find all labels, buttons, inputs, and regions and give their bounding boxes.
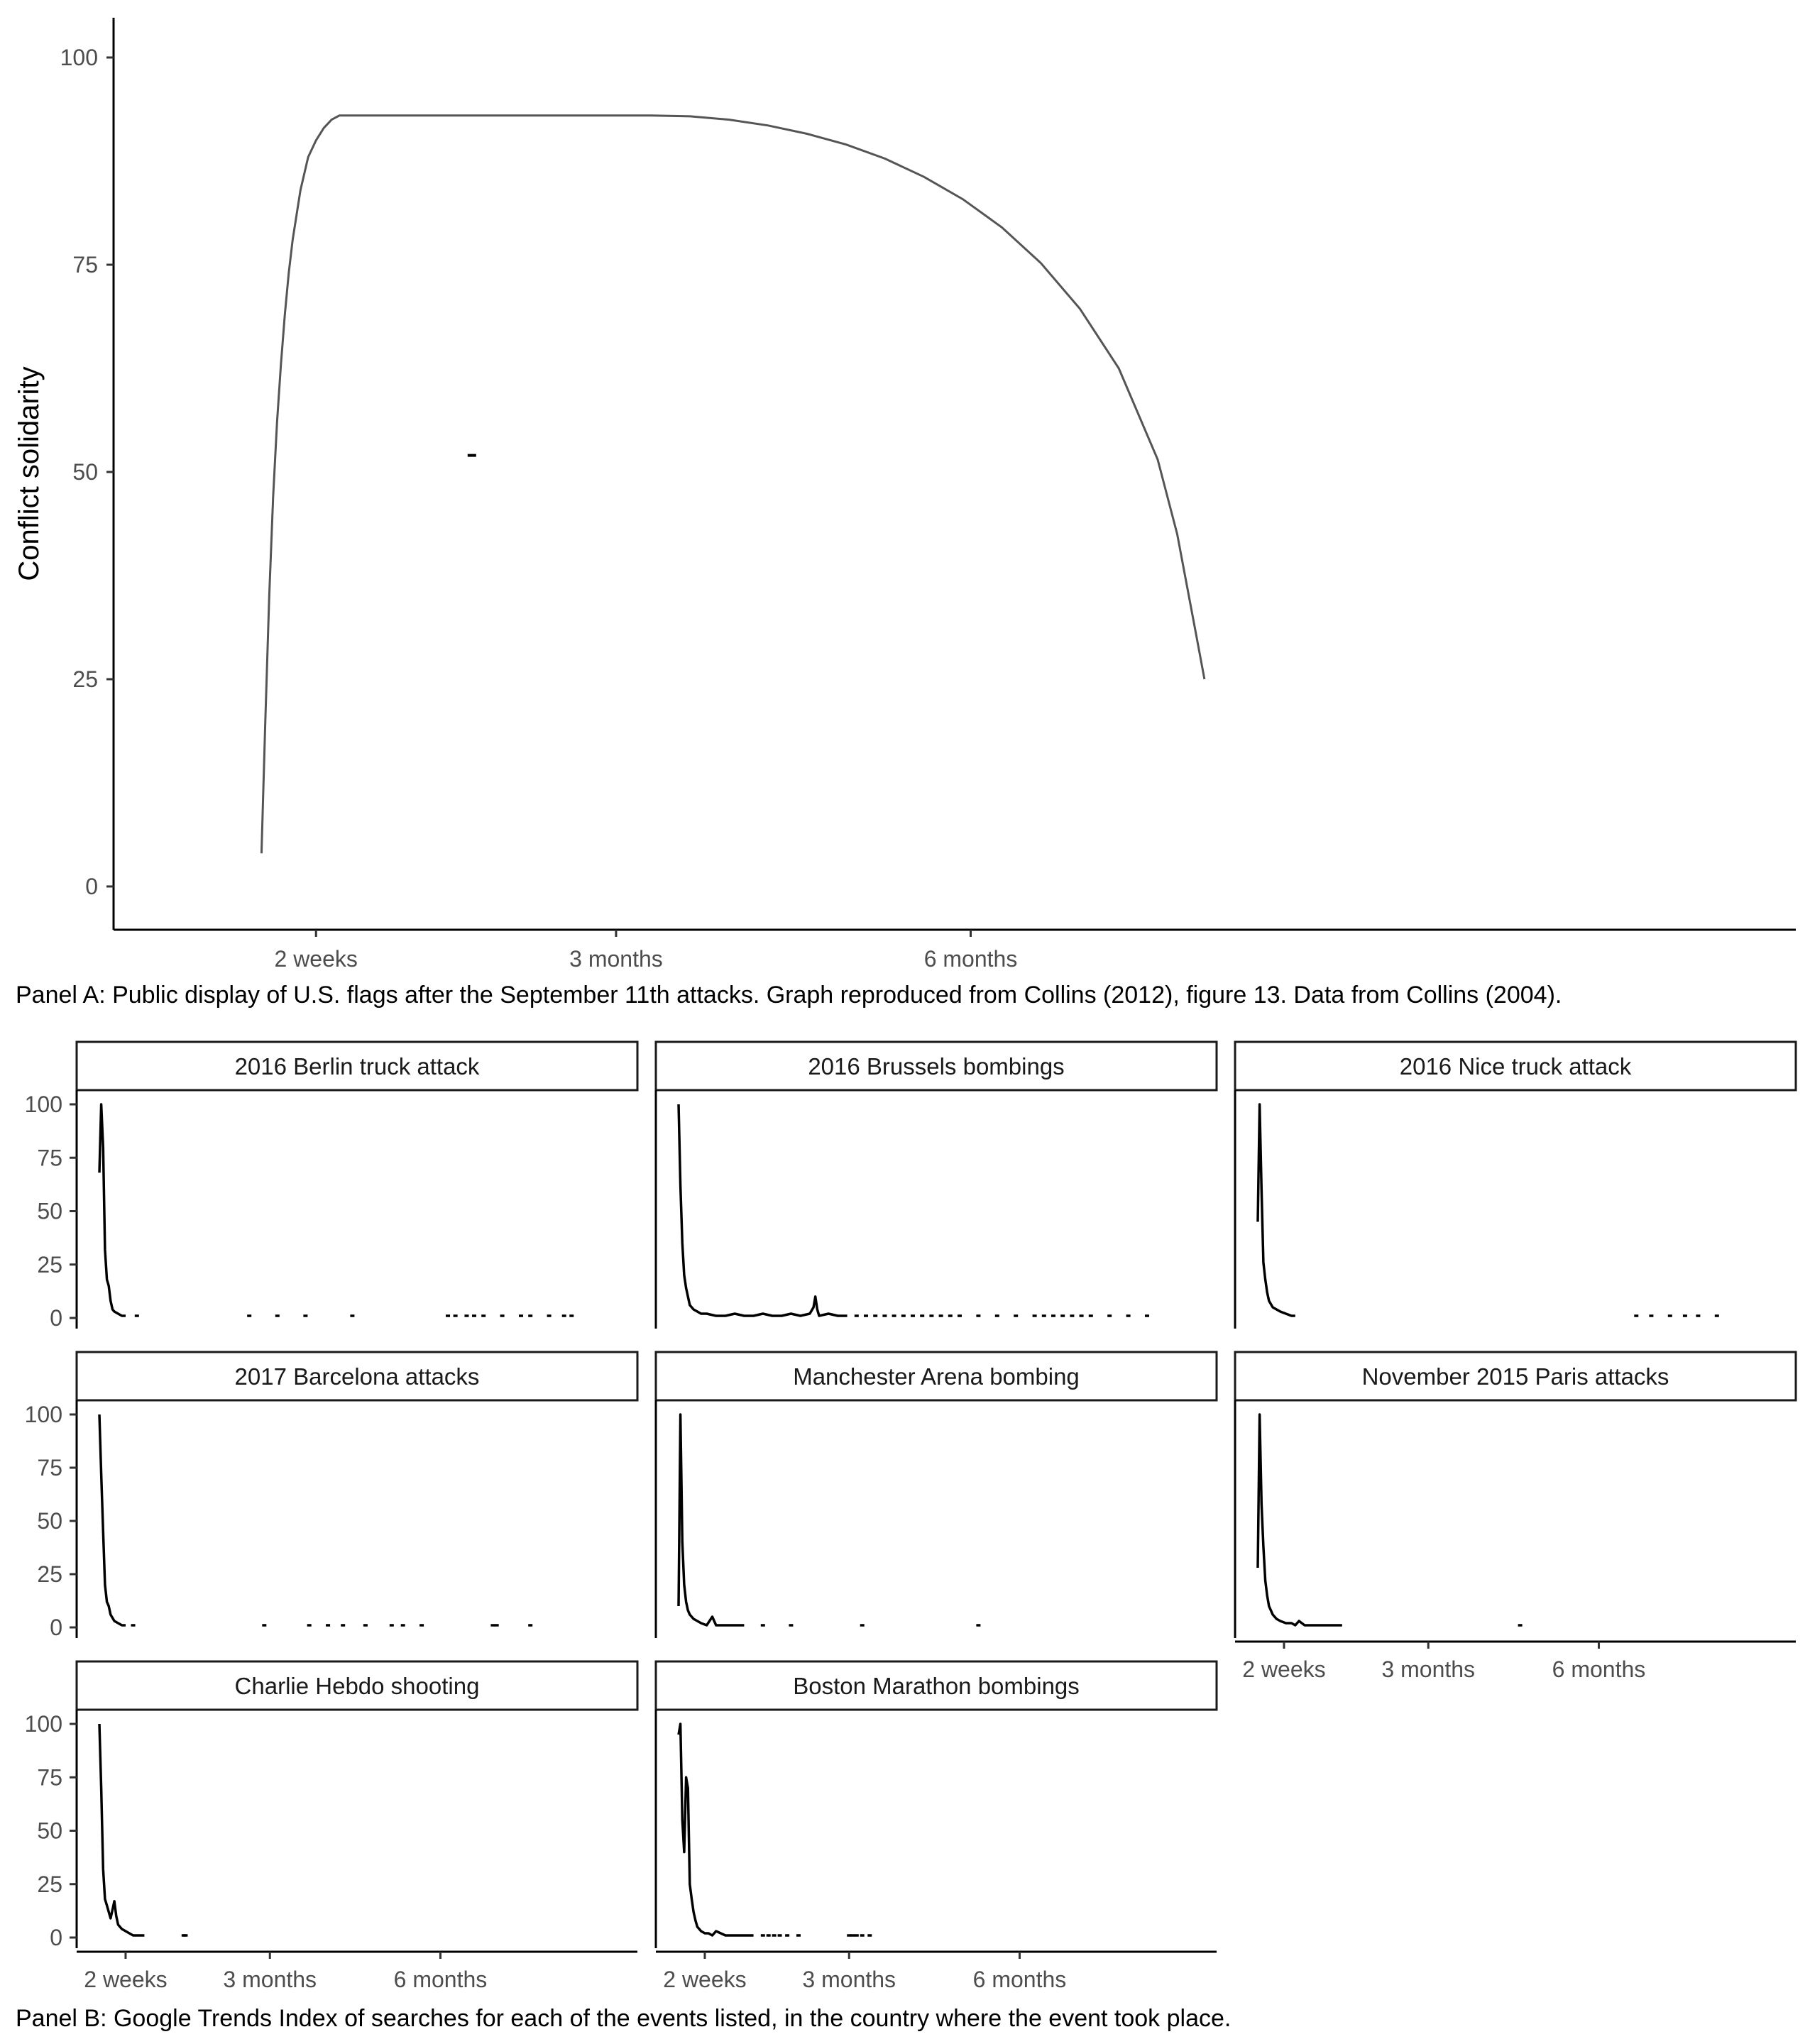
facet-panel: 2016 Brussels bombings	[654, 1040, 1218, 1329]
facet-strip	[654, 1351, 1218, 1402]
facet-y-tick-label: 0	[50, 1305, 62, 1331]
facet-y-tick-label: 75	[37, 1145, 62, 1170]
facet-panel: November 2015 Paris attacks 2 weeks 3 mont…	[1234, 1351, 1797, 1682]
facet-x-tick-label: 3 months	[223, 1967, 317, 1992]
facet-title: 2016 Berlin truck attack	[235, 1053, 480, 1079]
facet-title: 2016 Brussels bombings	[808, 1053, 1064, 1079]
facet-x-tick-label: 2 weeks	[1242, 1656, 1325, 1682]
facet-panel: Manchester Arena bombing	[654, 1351, 1218, 1638]
facet-strip	[654, 1040, 1218, 1092]
facet-strip	[1234, 1040, 1797, 1092]
facet-series-line	[98, 1414, 126, 1627]
x-tick-label: 2 weeks	[275, 946, 358, 972]
facet-series-line	[677, 1722, 754, 1937]
facet-title: Charlie Hebdo shooting	[235, 1673, 480, 1699]
facet-panel: 2017 Barcelona attacks 0 25 50 75 100	[25, 1351, 639, 1640]
facet-y-tick-label: 50	[37, 1818, 62, 1844]
facet-strip	[75, 1040, 639, 1092]
facet-series-line	[1256, 1413, 1342, 1627]
facet-x-tick-label: 2 weeks	[663, 1967, 746, 1992]
facet-series-line	[677, 1104, 848, 1317]
facet-series-line	[677, 1413, 745, 1627]
facet-title: Manchester Arena bombing	[793, 1363, 1080, 1390]
facet-y-tick-label: 0	[50, 1925, 62, 1950]
facet-series-line	[1256, 1103, 1295, 1317]
facet-panel: Charlie Hebdo shooting 0 25 50 75 100 2 weeks 3…	[25, 1660, 639, 1992]
facet-y-tick-label: 100	[25, 1092, 62, 1117]
facet-panel: 2016 Berlin truck attack 0 25 50 75 100	[25, 1040, 639, 1331]
y-tick-label: 100	[60, 45, 98, 70]
facet-y-tick-label: 50	[37, 1199, 62, 1224]
facet-x-tick-label: 3 months	[802, 1967, 896, 1992]
facet-y-tick-label: 25	[37, 1561, 62, 1587]
facet-title: 2016 Nice truck attack	[1400, 1053, 1632, 1079]
panel-b-caption: Panel B: Google Trends Index of searches…	[16, 2005, 1231, 2032]
facet-y-tick-label: 0	[50, 1615, 62, 1640]
facet-title: November 2015 Paris attacks	[1362, 1363, 1669, 1390]
facet-y-tick-label: 25	[37, 1252, 62, 1278]
facet-y-tick-label: 75	[37, 1455, 62, 1480]
facet-y-tick-label: 75	[37, 1764, 62, 1790]
facet-x-tick-label: 6 months	[1552, 1656, 1646, 1682]
facet-series-line	[98, 1723, 145, 1937]
facet-strip	[75, 1660, 639, 1711]
facet-x-tick-label: 3 months	[1381, 1656, 1475, 1682]
x-tick-label: 6 months	[924, 946, 1018, 972]
facet-series-line	[98, 1103, 126, 1317]
facet-y-tick-label: 25	[37, 1872, 62, 1897]
x-tick-label: 3 months	[569, 946, 663, 972]
panel-a-caption: Panel A: Public display of U.S. flags af…	[16, 982, 1562, 1009]
facet-y-tick-label: 50	[37, 1508, 62, 1534]
y-tick-label: 25	[72, 666, 98, 692]
facet-y-tick-label: 100	[25, 1402, 62, 1427]
series-line	[260, 114, 1206, 854]
facet-strip	[654, 1660, 1218, 1711]
y-tick-label: 75	[72, 252, 98, 278]
facet-panel: 2016 Nice truck attack	[1234, 1040, 1797, 1329]
y-tick-label: 0	[85, 874, 98, 899]
facet-x-tick-label: 6 months	[973, 1967, 1067, 1992]
panel-a: 0 25 50 75 100 2 weeks 3 months 6 months Conflic…	[13, 18, 1796, 972]
facet-title: 2017 Barcelona attacks	[235, 1363, 480, 1390]
facet-strip	[75, 1351, 639, 1402]
y-tick-label: 50	[72, 459, 98, 485]
facet-strip	[1234, 1351, 1797, 1402]
facet-y-tick-label: 100	[25, 1711, 62, 1737]
facet-x-tick-label: 2 weeks	[84, 1967, 167, 1992]
facet-title: Boston Marathon bombings	[793, 1673, 1080, 1699]
facet-x-tick-label: 6 months	[394, 1967, 488, 1992]
facet-panel: Boston Marathon bombings 2 weeks 3 months 6…	[654, 1660, 1218, 1992]
y-axis-title: Conflict solidarity	[13, 366, 45, 581]
